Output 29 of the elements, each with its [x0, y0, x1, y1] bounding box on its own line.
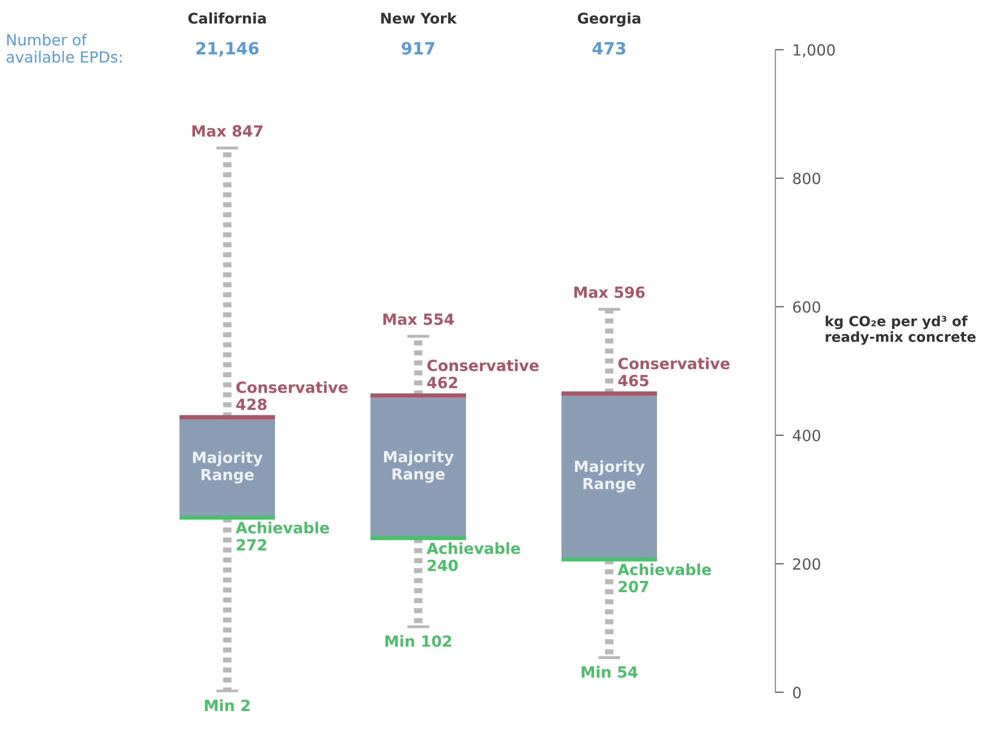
- annotation: Majority Range: [384, 450, 454, 483]
- annotation: Achievable 207: [618, 563, 711, 592]
- x-tick-label: California: [188, 12, 266, 24]
- annotation: Min 2: [205, 699, 250, 711]
- annotation: Max 554: [383, 314, 454, 326]
- y-tick-label: 600: [793, 301, 820, 313]
- annotation: 473: [592, 42, 626, 55]
- annotation: Majority Range: [575, 460, 645, 492]
- annotation: Min 102: [385, 635, 452, 647]
- y-tick-label: 0: [793, 686, 801, 698]
- annotation: Conservative 428: [236, 381, 348, 410]
- x-tick-label: New York: [381, 12, 457, 24]
- annotation: 917: [402, 42, 434, 55]
- x-tick-label: Georgia: [578, 12, 640, 27]
- annotation: Achievable 240: [426, 542, 520, 572]
- y-tick-label: 200: [793, 558, 820, 570]
- text: Number of available EPDs:: [6, 34, 122, 63]
- y-tick-label: 400: [792, 430, 820, 442]
- annotation: Min 54: [582, 666, 638, 678]
- annotation: Max 596: [574, 286, 645, 298]
- annotation: Achievable 272: [236, 522, 330, 550]
- annotation: 21,146: [196, 42, 259, 57]
- annotation: Conservative 465: [618, 357, 730, 386]
- y-tick-label: 1,000: [794, 44, 835, 58]
- annotation: Majority Range: [193, 451, 263, 484]
- annotation: Conservative 462: [427, 359, 539, 388]
- y-axis-title: kg CO₂e per yd³ of ready-mix concrete: [826, 316, 976, 345]
- y-tick-label: 800: [793, 172, 820, 184]
- annotation: Max 847: [192, 125, 262, 137]
